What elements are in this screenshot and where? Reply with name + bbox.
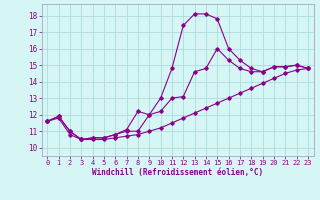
X-axis label: Windchill (Refroidissement éolien,°C): Windchill (Refroidissement éolien,°C) xyxy=(92,168,263,177)
